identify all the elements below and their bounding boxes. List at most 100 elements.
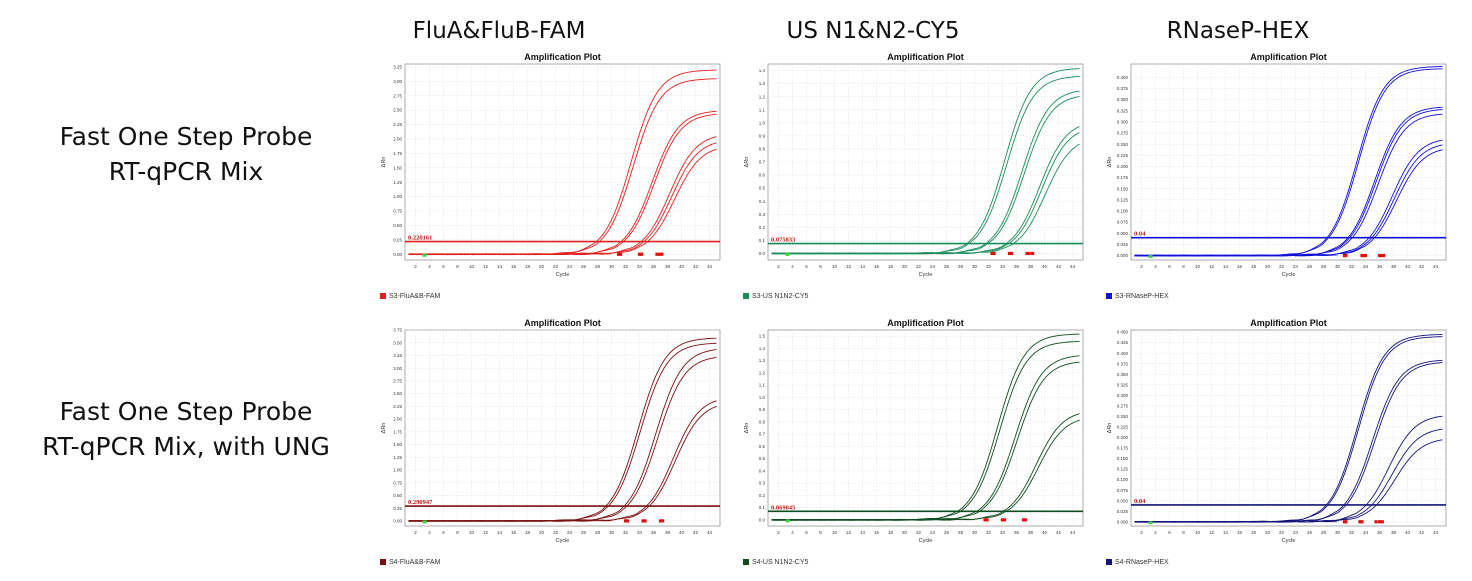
x-tick-label: 20: [1265, 264, 1271, 269]
x-tick-label: 32: [1349, 264, 1355, 269]
x-tick-label: 18: [1251, 264, 1257, 269]
x-tick-label: 32: [623, 264, 629, 269]
x-axis-label: Cycle: [556, 272, 570, 278]
ct-marker: [657, 252, 661, 256]
x-tick-label: 8: [456, 264, 459, 269]
column-title-fam: FluA&FluB-FAM: [412, 18, 586, 44]
ct-marker: [990, 251, 994, 256]
x-tick-label: 34: [1000, 530, 1006, 535]
y-tick-label: 1.3: [759, 358, 766, 363]
chart-title: Amplification Plot: [524, 318, 601, 328]
amplification-curve: [1134, 439, 1443, 523]
y-tick-label: 1.00: [393, 468, 402, 473]
chart-legend: S4-FluA&B-FAM: [380, 559, 440, 566]
y-tick-label: 0.125: [1117, 197, 1129, 202]
y-tick-label: 0.2: [759, 225, 766, 230]
ct-marker: [985, 518, 989, 522]
y-tick-label: 2.50: [393, 391, 402, 396]
x-tick-label: 40: [679, 264, 685, 269]
y-tick-label: 1.2: [759, 370, 766, 375]
ct-marker: [655, 252, 659, 256]
x-tick-label: 32: [986, 264, 992, 269]
x-tick-label: 10: [1195, 530, 1201, 535]
y-tick-label: 0.225: [1117, 425, 1129, 430]
x-tick-label: 34: [637, 264, 643, 269]
x-tick-label: 22: [1279, 530, 1285, 535]
x-tick-label: 18: [1251, 530, 1257, 535]
row-label-line: RT-qPCR Mix: [108, 157, 264, 186]
plot-frame: [404, 63, 721, 261]
y-tick-label: 0.150: [1117, 456, 1129, 461]
x-tick-label: 42: [693, 264, 699, 269]
y-tick-label: 3.00: [393, 79, 402, 84]
y-tick-label: 0.50: [393, 223, 402, 228]
y-tick-label: 0.350: [1117, 372, 1129, 377]
y-tick-label: 0.75: [393, 480, 402, 485]
y-tick-label: 0.325: [1117, 382, 1129, 387]
y-tick-label: 0.0: [759, 517, 766, 522]
x-tick-label: 18: [888, 530, 894, 535]
x-axis-label: Cycle: [1282, 538, 1296, 544]
y-tick-label: 0.3: [759, 481, 766, 486]
y-tick-label: 0.375: [1117, 86, 1129, 91]
legend-swatch: [380, 293, 386, 299]
y-tick-label: 0.2: [759, 493, 766, 498]
y-tick-label: 0.025: [1117, 509, 1129, 514]
ct-marker: [983, 518, 987, 522]
x-tick-label: 40: [1405, 530, 1411, 535]
plot-frame: [767, 329, 1084, 527]
x-tick-label: 28: [958, 264, 964, 269]
x-tick-label: 38: [1028, 264, 1034, 269]
x-tick-label: 12: [483, 264, 489, 269]
ct-marker: [1027, 251, 1031, 256]
ct-marker: [1361, 253, 1365, 258]
x-tick-label: 12: [846, 530, 852, 535]
y-tick-label: 0.4: [759, 468, 766, 473]
y-axis-label: ΔRn: [744, 423, 750, 434]
ct-marker: [1377, 253, 1382, 258]
chart-legend: S3-FluA&B-FAM: [380, 293, 440, 300]
y-tick-label: 0.025: [1117, 242, 1129, 247]
x-tick-label: 38: [1391, 264, 1397, 269]
x-tick-label: 36: [651, 264, 657, 269]
baseline-start-marker: [785, 252, 790, 256]
x-tick-label: 14: [1223, 264, 1229, 269]
x-tick-label: 38: [1028, 530, 1034, 535]
ct-marker: [637, 252, 642, 256]
y-tick-label: 0.7: [759, 160, 766, 165]
y-tick-label: 1.5: [759, 334, 766, 339]
y-tick-label: 2.50: [393, 108, 402, 113]
x-tick-label: 12: [1209, 264, 1215, 269]
y-tick-label: 0.375: [1117, 361, 1129, 366]
x-tick-label: 16: [511, 530, 517, 535]
x-tick-label: 18: [525, 264, 531, 269]
x-tick-label: 24: [567, 530, 573, 535]
x-tick-label: 44: [707, 264, 713, 269]
y-tick-label: 0.0: [759, 251, 766, 256]
x-tick-label: 16: [1237, 264, 1243, 269]
x-tick-label: 20: [902, 264, 908, 269]
x-tick-label: 30: [1335, 264, 1341, 269]
y-tick-label: 2.75: [393, 93, 402, 98]
x-tick-label: 28: [595, 530, 601, 535]
x-tick-label: 42: [1056, 264, 1062, 269]
x-tick-label: 2: [1140, 264, 1143, 269]
x-tick-label: 34: [637, 530, 643, 535]
x-tick-label: 4: [791, 264, 794, 269]
x-tick-label: 14: [1223, 530, 1229, 535]
y-tick-label: 0.00: [393, 519, 402, 524]
legend-swatch: [1106, 559, 1112, 565]
x-tick-label: 2: [414, 530, 417, 535]
amplification-curve: [408, 405, 717, 522]
y-tick-label: 0.200: [1117, 435, 1129, 440]
y-tick-label: 3.75: [393, 328, 402, 333]
y-tick-label: 0.400: [1117, 75, 1129, 80]
x-tick-label: 26: [1307, 264, 1313, 269]
y-tick-label: 0.350: [1117, 97, 1129, 102]
x-tick-label: 6: [1168, 530, 1171, 535]
plot-frame: [1130, 63, 1447, 261]
x-axis-label: Cycle: [1282, 272, 1296, 278]
amplification-curve: [771, 143, 1080, 255]
baseline-start-marker: [422, 253, 427, 257]
y-tick-label: 0.275: [1117, 131, 1129, 136]
